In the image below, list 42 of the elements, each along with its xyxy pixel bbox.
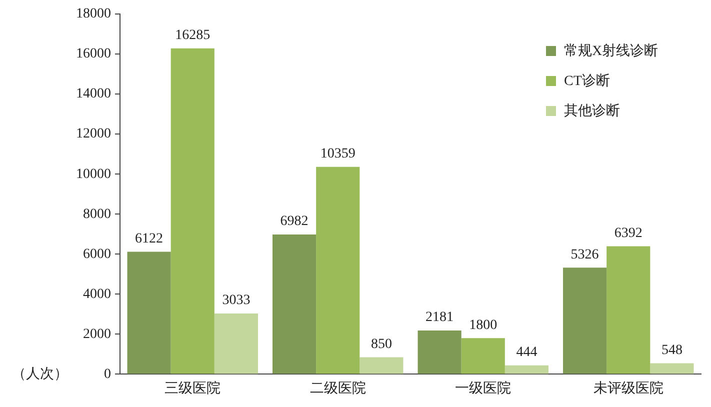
data-label: 5326 <box>570 247 599 262</box>
data-label: 10359 <box>320 146 356 162</box>
bar <box>316 166 360 374</box>
y-tick-label: 12000 <box>76 126 111 142</box>
y-tick-label: 4000 <box>83 286 111 302</box>
bar <box>360 357 404 374</box>
bar <box>418 330 462 374</box>
bar <box>504 365 548 374</box>
y-tick-label: 6000 <box>83 246 111 262</box>
y-tick-label: 2000 <box>83 326 111 342</box>
legend-label: 其他诊断 <box>564 102 620 120</box>
data-label: 6392 <box>614 226 642 241</box>
y-tick-label: 14000 <box>76 86 111 102</box>
data-label: 16285 <box>175 28 210 43</box>
data-label: 850 <box>370 336 392 352</box>
y-tick-label: 8000 <box>83 206 111 222</box>
bar <box>214 314 258 374</box>
x-tick-label: 三级医院 <box>164 380 221 396</box>
y-tick-label: 18000 <box>76 6 111 22</box>
bar <box>606 246 650 374</box>
y-tick-label: 0 <box>104 366 111 382</box>
y-tick-label: 16000 <box>76 46 111 62</box>
x-tick-label: 未评级医院 <box>593 380 664 396</box>
data-label: 444 <box>516 344 538 360</box>
data-label: 1800 <box>469 318 498 333</box>
legend-label: 常规X射线诊断 <box>564 42 658 60</box>
bar <box>272 234 316 374</box>
data-label: 548 <box>661 342 682 358</box>
bar <box>650 363 694 374</box>
y-axis-title: （人次） <box>12 366 68 382</box>
y-tick-label: 10000 <box>76 166 111 182</box>
data-label: 6982 <box>280 214 308 230</box>
bar <box>170 48 214 374</box>
x-tick-label: 二级医院 <box>310 380 366 396</box>
x-tick-label: 一级医院 <box>455 380 512 396</box>
data-label: 3033 <box>222 293 250 308</box>
bar <box>127 252 171 374</box>
bar <box>563 268 607 374</box>
data-label: 2181 <box>426 310 454 326</box>
data-label: 6122 <box>135 231 164 246</box>
bar <box>461 338 505 374</box>
legend-label: CT诊断 <box>564 72 610 90</box>
